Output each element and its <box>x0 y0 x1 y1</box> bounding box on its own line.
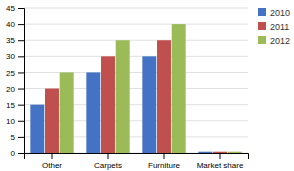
y-tick-label: 15 <box>6 101 15 110</box>
x-tick: Market share <box>197 153 244 170</box>
bar-series <box>60 24 242 153</box>
y-tick-mark <box>18 72 24 73</box>
bar <box>116 40 130 153</box>
bar <box>30 105 44 153</box>
legend-label: 2010 <box>270 8 290 18</box>
x-tick-label: Furniture <box>148 161 181 170</box>
y-tick: 20 <box>6 85 24 94</box>
y-tick-mark <box>18 8 24 9</box>
y-tick-label: 5 <box>11 133 16 142</box>
y-tick-mark <box>18 56 24 57</box>
legend: 2010 2011 2012 <box>258 8 290 46</box>
bar <box>228 152 242 153</box>
legend-label: 2012 <box>270 36 290 46</box>
y-tick: 30 <box>6 52 24 61</box>
y-tick: 15 <box>6 101 24 110</box>
y-tick: 35 <box>6 36 24 45</box>
y-tick-mark <box>18 137 24 138</box>
grid-line <box>24 56 248 57</box>
x-tick: Furniture <box>148 153 181 170</box>
bar <box>60 72 74 153</box>
y-tick-label: 25 <box>6 69 15 78</box>
x-tick: Carpets <box>94 153 122 170</box>
bar <box>101 56 115 153</box>
grid-line <box>24 8 248 9</box>
x-tick-label: Other <box>42 161 62 170</box>
legend-item: 2011 <box>258 22 289 32</box>
y-tick-label: 30 <box>6 52 15 61</box>
y-tick-label: 0 <box>11 149 16 158</box>
y-tick-label: 40 <box>6 20 15 29</box>
x-tick: Other <box>42 153 62 170</box>
y-axis: 0 5 10 15 20 25 30 35 40 45 <box>6 4 24 158</box>
legend-swatch <box>258 8 266 16</box>
grid-line <box>24 72 248 73</box>
y-tick-label: 45 <box>6 4 15 13</box>
y-tick-mark <box>18 153 24 154</box>
plot: 0 5 10 15 20 25 30 35 40 45 Other Carpets Furniture M… <box>6 4 248 170</box>
y-tick: 5 <box>11 133 24 142</box>
bar <box>45 89 59 153</box>
y-tick: 0 <box>11 149 24 158</box>
x-tick-mark <box>164 153 165 159</box>
y-tick-label: 20 <box>6 85 15 94</box>
axis-domain <box>25 154 249 160</box>
y-tick: 45 <box>6 4 24 13</box>
grid <box>24 8 248 153</box>
x-axis: Other Carpets Furniture Market share <box>25 153 249 170</box>
y-tick-label: 10 <box>6 117 15 126</box>
bar <box>86 72 100 153</box>
grid-line <box>24 40 248 41</box>
grid-line <box>24 24 248 25</box>
y-tick-mark <box>18 105 24 106</box>
x-tick-label: Carpets <box>94 161 122 170</box>
bar <box>172 24 186 153</box>
y-tick: 10 <box>6 117 24 126</box>
x-tick-mark <box>220 153 221 159</box>
y-tick: 40 <box>6 20 24 29</box>
chart: 0 5 10 15 20 25 30 35 40 45 Other Carpets Furniture M… <box>0 0 294 171</box>
x-tick-mark <box>52 153 53 159</box>
x-tick-label: Market share <box>197 161 244 170</box>
bars <box>30 24 241 153</box>
bar-series <box>45 40 227 153</box>
y-tick: 25 <box>6 69 24 78</box>
legend-item: 2012 <box>258 36 290 46</box>
legend-swatch <box>258 36 266 44</box>
y-tick-mark <box>18 24 24 25</box>
bar <box>213 152 227 153</box>
y-tick-mark <box>18 40 24 41</box>
y-tick-label: 35 <box>6 36 15 45</box>
y-tick-mark <box>18 121 24 122</box>
y-tick-mark <box>18 89 24 90</box>
legend-item: 2010 <box>258 8 290 18</box>
x-tick-mark <box>108 153 109 159</box>
bar <box>142 56 156 153</box>
bar <box>198 152 212 153</box>
legend-swatch <box>258 22 266 30</box>
axis-domain <box>18 9 25 154</box>
legend-label: 2011 <box>270 22 289 32</box>
bar <box>157 40 171 153</box>
